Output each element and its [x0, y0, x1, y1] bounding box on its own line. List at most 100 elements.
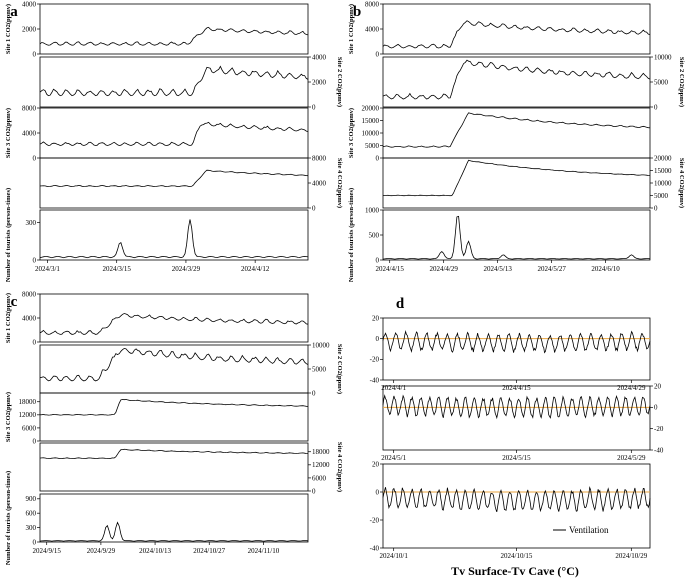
- a-site3-frame: [39, 107, 309, 159]
- a-site1-ytick-label: 4000: [22, 0, 37, 8]
- legend-label: Ventilation: [569, 525, 609, 535]
- d-april-xtick-label: 2024/4/1: [381, 384, 406, 392]
- c-site2-ytick-label: 10000: [312, 341, 330, 349]
- b-site3-series-line: [382, 112, 651, 148]
- c-site1-series-line: [39, 313, 309, 335]
- b-tourists-ylabel: Number of tourists (person-times): [348, 188, 355, 282]
- b-site3-ytick-label: 20000: [362, 104, 380, 112]
- d-october-xtick-label: 2024/10/15: [501, 552, 533, 560]
- c-site3-ylabel: Site 3 CO2(ppmv): [5, 392, 12, 442]
- a-site2-ytick-label: 0: [312, 103, 316, 111]
- d-panel-label: d: [396, 296, 405, 312]
- a-site4-ytick-label: 4000: [312, 179, 327, 187]
- a-site4-series-line: [39, 169, 309, 187]
- c-site3-ytick-label: 0: [33, 437, 37, 445]
- x-axis-title: Tv Surface-Tv Cave (°C): [451, 564, 579, 578]
- a-site4-ytick-label: 8000: [312, 154, 327, 162]
- d-may-ytick-label: 0: [654, 404, 658, 412]
- c-xtick-label: 2024/11/10: [248, 547, 280, 555]
- c-panel-label: c: [11, 294, 18, 310]
- c-site2-ytick-label: 0: [312, 389, 316, 397]
- d-april-frame: [382, 317, 651, 381]
- c-site2-frame: [39, 344, 309, 394]
- c-site3-series-line: [39, 398, 309, 416]
- c-site2-ytick-label: 5000: [312, 365, 327, 373]
- b-tourists-ytick-label: 1000: [365, 206, 380, 214]
- c-tourists-ytick-label: 0: [33, 538, 37, 546]
- b-site4-frame: [382, 157, 651, 209]
- d-may-frame: [382, 385, 651, 451]
- a-site1-ylabel: Site 1 CO2(ppmv): [5, 4, 12, 54]
- d-october-xtick-label: 2024/10/29: [615, 552, 647, 560]
- a-tourists-frame: [39, 209, 309, 261]
- c-site1-ytick-label: 4000: [22, 314, 37, 322]
- a-panel-label: a: [10, 4, 18, 20]
- b-site4-series-line: [383, 159, 651, 197]
- a-site2-series-line: [39, 65, 309, 97]
- b-site3-ytick-label: 10000: [362, 129, 380, 137]
- c-tourists-frame: [39, 493, 309, 543]
- a-xtick-label: 2024/3/29: [172, 265, 201, 273]
- d-may-xtick-label: 2024/5/15: [502, 454, 531, 462]
- b-site3-ytick-label: 0: [376, 154, 380, 162]
- d-may-xtick-label: 2024/5/1: [381, 454, 406, 462]
- d-october-ytick-label: 0: [376, 488, 380, 496]
- b-site2-ytick-label: 10000: [654, 53, 672, 61]
- b-site4-ytick-label: 0: [654, 204, 658, 212]
- b-site2-ytick-label: 0: [654, 103, 658, 111]
- d-april-series-line: [382, 330, 651, 354]
- a-site3-ytick-label: 0: [33, 154, 37, 162]
- a-site3-ylabel: Site 3 CO2(ppmv): [5, 108, 12, 158]
- b-site2-series-line: [382, 59, 651, 100]
- b-xtick-label: 2024/4/29: [429, 265, 458, 273]
- a-tourists-ylabel: Number of tourists (person-times): [5, 188, 12, 282]
- panel-c: 0 4000 8000 Site 1 CO2(ppmv) 0 5000 10000 Site …: [5, 290, 343, 565]
- b-site4-ytick-label: 15000: [654, 167, 672, 175]
- a-site2-ylabel: Site 2 CO2(ppmv): [336, 57, 343, 107]
- b-site1-series-line: [382, 20, 651, 49]
- c-site3-frame: [39, 392, 309, 442]
- d-april-xtick-label: 2024/4/29: [617, 384, 646, 392]
- d-may-ytick-label: -20: [654, 425, 664, 433]
- d-october-series-line: [382, 485, 651, 513]
- b-panel-label: b: [353, 4, 361, 20]
- b-site2-ylabel: Site 2 CO2(ppmv): [678, 57, 685, 107]
- c-xtick-label: 2024/9/29: [87, 547, 116, 555]
- b-site1-frame: [382, 3, 651, 55]
- b-site2-ytick-label: 5000: [654, 78, 669, 86]
- d-october-frame: [382, 463, 651, 549]
- d-may-series-line: [382, 394, 651, 420]
- b-site4-ytick-label: 10000: [654, 179, 672, 187]
- b-xtick-label: 2024/5/27: [537, 265, 566, 273]
- c-site1-ylabel: Site 1 CO2(ppmv): [5, 293, 12, 343]
- a-site1-ytick-label: 2000: [22, 25, 37, 33]
- d-october-ytick-label: 20: [372, 460, 380, 468]
- b-site1-ylabel: Site 1 CO2(ppmv): [348, 4, 355, 54]
- b-site1-ytick-label: 8000: [365, 0, 380, 8]
- a-site1-ytick-label: 0: [33, 50, 37, 58]
- a-tourists-ytick-label: 0: [33, 256, 37, 264]
- c-site4-ylabel: Site 4 CO2(ppmv): [336, 442, 343, 492]
- b-site1-ytick-label: 0: [376, 50, 380, 58]
- a-xtick-label: 2024/3/15: [102, 265, 131, 273]
- a-site1-frame: [39, 3, 309, 55]
- a-site3-ytick-label: 8000: [22, 104, 37, 112]
- a-site4-ylabel: Site 4 CO2(ppmv): [336, 158, 343, 208]
- a-site4-ytick-label: 0: [312, 204, 316, 212]
- c-site4-ytick-label: 0: [312, 487, 316, 495]
- c-tourists-series-line: [39, 521, 309, 542]
- b-tourists-frame: [382, 209, 651, 261]
- d-april-ytick-label: 20: [372, 314, 380, 322]
- d-october-ytick-label: -40: [370, 544, 380, 552]
- c-site2-series-line: [39, 347, 309, 382]
- d-april-xtick-label: 2024/4/15: [502, 384, 531, 392]
- c-tourists-ylabel: Number of tourists (person-times): [5, 471, 12, 565]
- b-xtick-label: 2024/5/13: [483, 265, 512, 273]
- a-xtick-label: 2024/3/1: [35, 265, 60, 273]
- a-site2-ytick-label: 2000: [312, 78, 327, 86]
- d-october-xtick-label: 2024/10/1: [379, 552, 408, 560]
- a-site3-series-line: [39, 121, 309, 146]
- b-xtick-label: 2024/6/10: [591, 265, 620, 273]
